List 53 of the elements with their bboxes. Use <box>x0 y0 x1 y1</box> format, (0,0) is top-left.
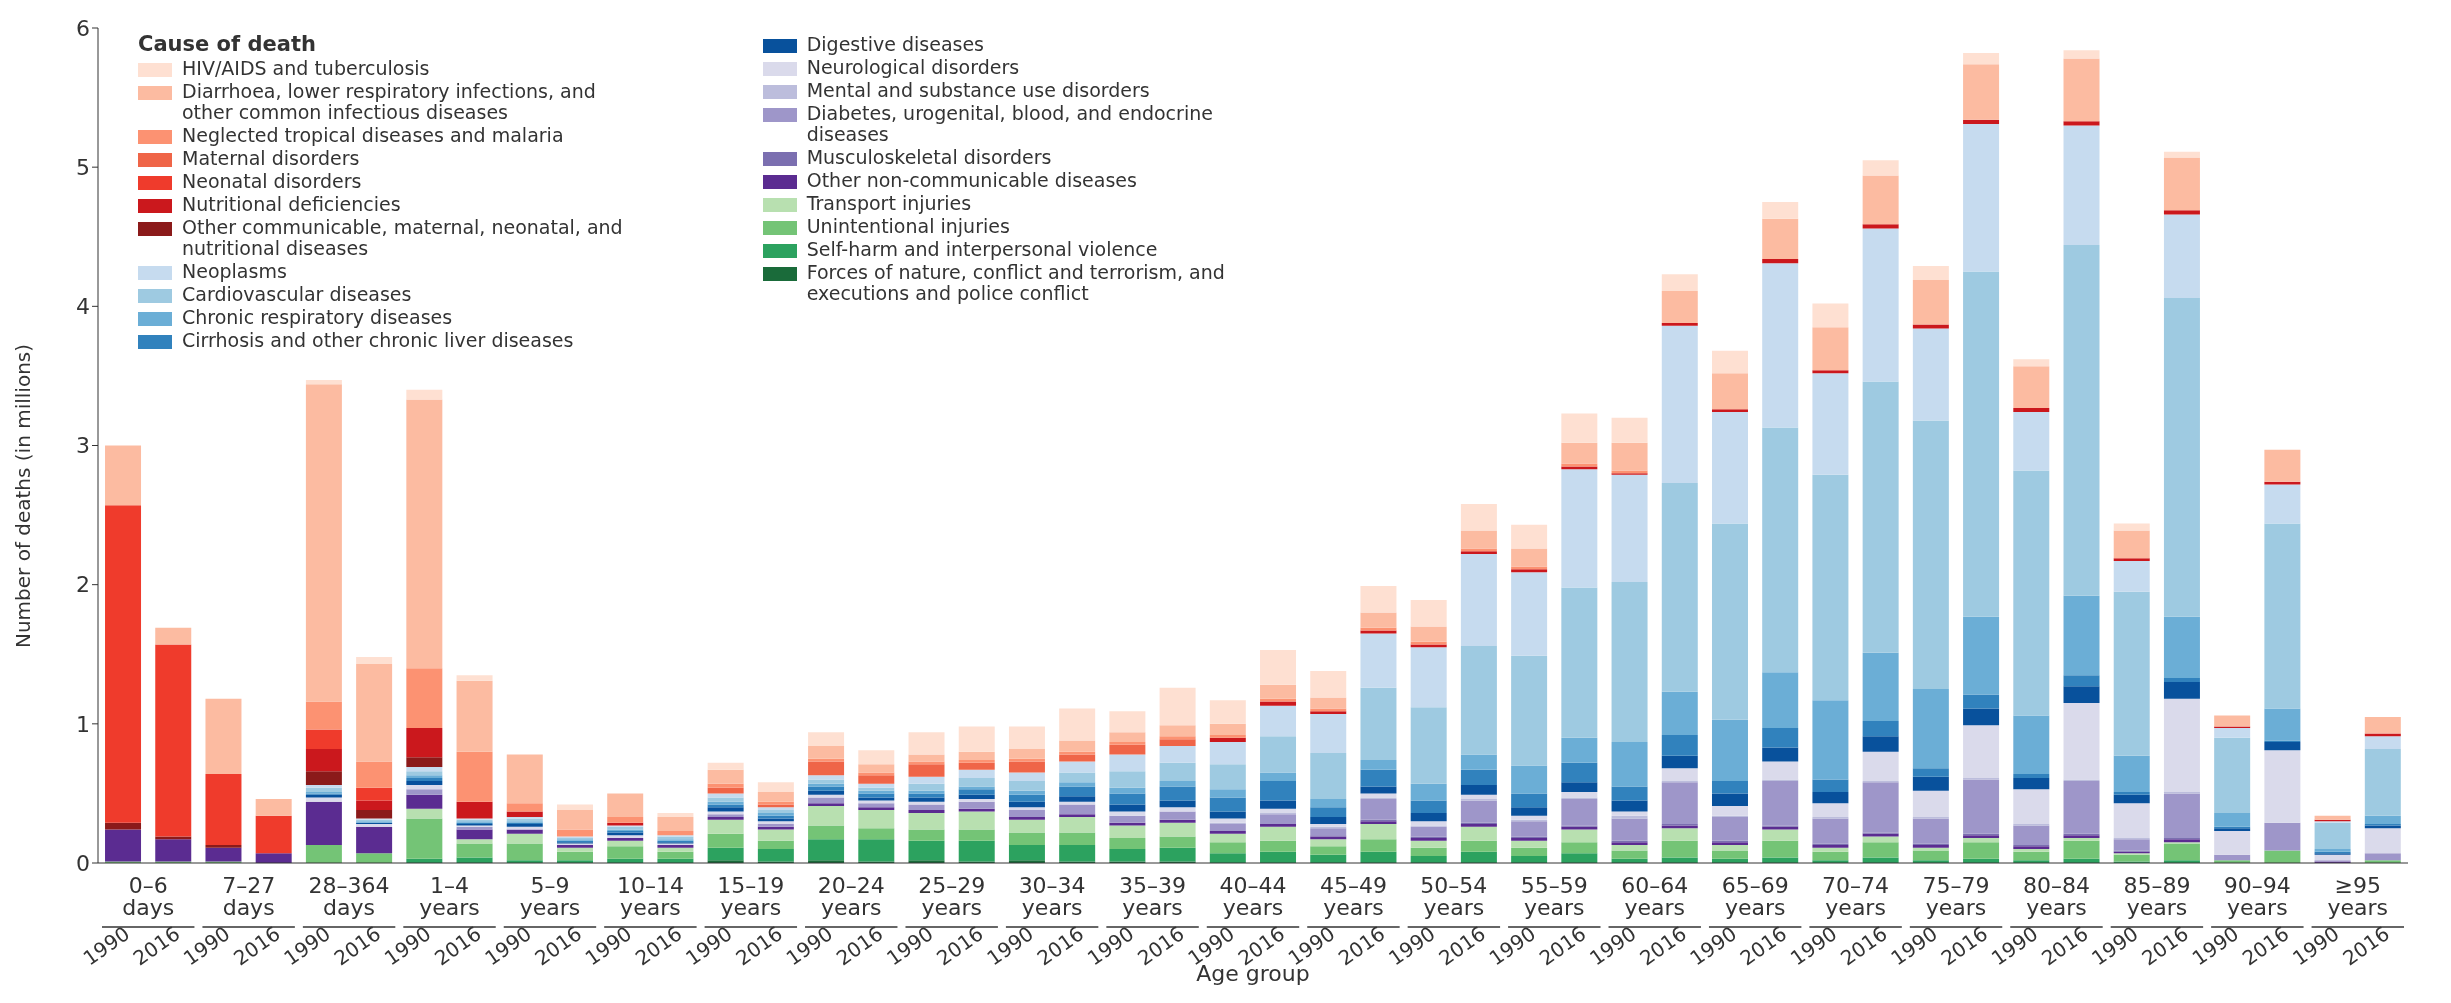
text: 20–24 years <box>817 873 885 920</box>
text: 25–29 years <box>918 873 986 920</box>
legend-label: Other communicable, maternal, neonatal, and nutritional diseases <box>182 216 623 259</box>
text: 90–94 years <box>2223 873 2291 920</box>
legend-label: Transport injuries <box>806 192 972 214</box>
y-tick-label: 5 <box>76 154 90 180</box>
y-axis-title: Number of deaths (in millions) <box>11 343 35 648</box>
legend-label: Maternal disorders <box>182 147 360 169</box>
text: 28–364 days <box>308 873 390 920</box>
legend-label: Neglected tropical diseases and malaria <box>182 124 564 146</box>
text: ≥95 years <box>2327 873 2389 920</box>
text: 30–34 years <box>1018 873 1086 920</box>
legend-label: Forces of nature, conflict and terrorism, and executions and police conflict <box>806 261 1225 304</box>
text: 75–79 years <box>1922 873 1990 920</box>
legend-label: Nutritional deficiencies <box>182 193 401 215</box>
legend-label: Other non-communicable diseases <box>806 169 1137 191</box>
legend-title: Cause of death <box>138 32 316 56</box>
legend-label: Self-harm and interpersonal violence <box>806 238 1158 260</box>
text: 50–54 years <box>1420 873 1488 920</box>
y-tick-label: 1 <box>76 711 90 737</box>
text: 15–19 years <box>717 873 785 920</box>
legend-label: Diarrhoea, lower respiratory infections, and other common infectious diseases <box>182 80 596 123</box>
legend-label: Neonatal disorders <box>182 170 362 192</box>
text: 70–74 years <box>1822 873 1890 920</box>
text: 65–69 years <box>1721 873 1789 920</box>
text: 35–39 years <box>1119 873 1187 920</box>
y-tick-label: 4 <box>76 294 90 320</box>
y-tick-label: 0 <box>76 850 90 876</box>
legend-label: HIV/AIDS and tuberculosis <box>182 57 430 79</box>
text: 1–4 years <box>419 873 480 920</box>
text: 40–44 years <box>1219 873 1287 920</box>
text: 10–14 years <box>616 873 684 920</box>
text: 85–89 years <box>2123 873 2191 920</box>
text: 5–9 years <box>519 873 581 920</box>
legend-label: Cirrhosis and other chronic liver diseases <box>182 329 574 351</box>
legend-label: Neurological disorders <box>806 56 1020 78</box>
text: 55–59 years <box>1520 873 1588 920</box>
text: 45–49 years <box>1319 873 1387 920</box>
legend-label: Digestive diseases <box>806 33 985 55</box>
legend-label: Chronic respiratory diseases <box>182 306 453 328</box>
y-tick-label: 6 <box>76 15 90 41</box>
text: 60–64 years <box>1621 873 1689 920</box>
legend-label: Unintentional injuries <box>806 215 1010 237</box>
legend-label: Mental and substance use disorders <box>806 79 1150 101</box>
y-tick-label: 3 <box>76 433 90 459</box>
legend-label: Cardiovascular diseases <box>182 283 412 305</box>
text: 0–6 days <box>122 873 175 920</box>
legend-label: Neoplasms <box>182 260 287 282</box>
text: 80–84 years <box>2022 873 2090 920</box>
y-tick-label: 2 <box>76 572 90 598</box>
text: 7–27 days <box>222 873 276 920</box>
legend-label: Musculoskeletal disorders <box>806 146 1052 168</box>
legend-label: Diabetes, urogenital, blood, and endocrine diseases <box>806 102 1213 145</box>
